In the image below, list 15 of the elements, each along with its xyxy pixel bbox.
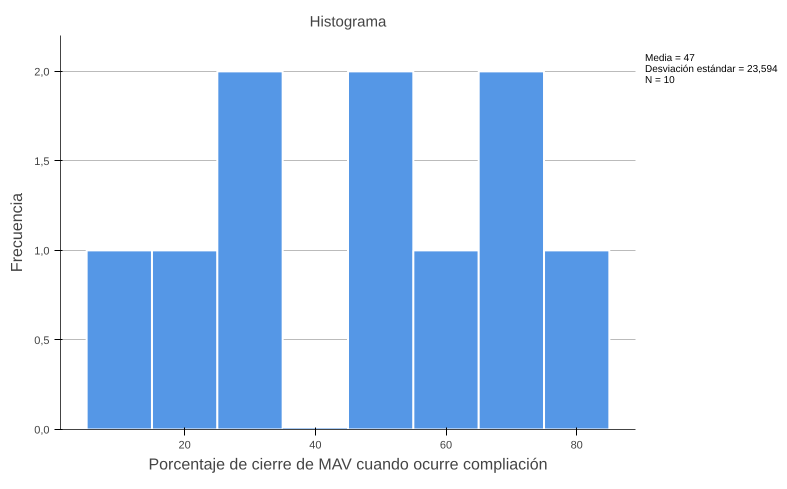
y-tick-label: 0,5 [34,334,50,347]
text: N = 10 [645,75,675,86]
chart-title: Histograma [310,14,388,30]
y-axis-title: Frecuencia [9,192,26,272]
y-tick-label: 2,0 [34,66,50,78]
text: Desviación estándar = 23,594 [645,64,778,75]
x-axis-title: Porcentaje de cierre de MAV cuando ocurre compliación [148,456,548,474]
x-tick-label: 40 [309,440,322,452]
text: Media = 47 [645,53,695,64]
x-tick-label: 20 [178,440,191,452]
x-tick-label: 80 [570,440,583,452]
x-tick-label: 60 [440,440,452,452]
y-tick-label: 1,0 [34,245,50,258]
y-tick-label: 0,0 [34,424,50,436]
y-tick-label: 1,5 [34,156,50,168]
